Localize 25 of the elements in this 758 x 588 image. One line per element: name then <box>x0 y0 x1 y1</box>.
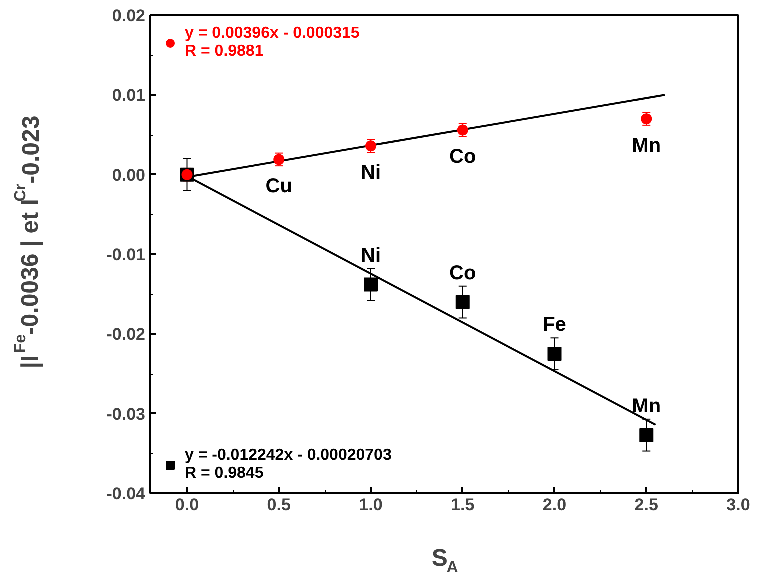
x-tick-label: 2.5 <box>634 496 658 514</box>
annotation: Co <box>450 262 476 284</box>
y-tick-label: 0.02 <box>112 6 146 26</box>
x-tick-label: 0.0 <box>175 496 200 514</box>
y-tick-label: 0.01 <box>112 86 146 106</box>
x-tick-label: 1.5 <box>451 496 475 514</box>
y-tick-label: 0.00 <box>112 166 146 185</box>
y-axis-title: |IFe-0.0036 | et ICr-0.023 <box>12 116 45 369</box>
annotation: Ni <box>361 162 381 184</box>
annotation: Co <box>450 146 476 168</box>
legend-label: y = 0.00396x - 0.000315 R = 0.9881 <box>185 25 360 61</box>
y-tick-label: -0.01 <box>106 246 146 264</box>
y-tick-label: -0.03 <box>106 404 146 424</box>
annotation: Fe <box>543 314 566 336</box>
y-tick-label: -0.02 <box>106 325 146 344</box>
annotation: Mn <box>632 395 662 418</box>
legend-label: y = -0.012242x - 0.00020703 R = 0.9845 <box>185 447 392 483</box>
x-tick-label: 1.0 <box>359 496 383 514</box>
annotation: Ni <box>361 244 381 267</box>
x-tick-label: 0.5 <box>267 496 291 514</box>
annotation: Cu <box>266 176 292 198</box>
annotation: Mn <box>632 135 662 158</box>
x-tick-label: 3.0 <box>726 496 750 514</box>
y-tick-label: -0.04 <box>106 484 146 504</box>
x-tick-label: 2.0 <box>542 496 567 514</box>
